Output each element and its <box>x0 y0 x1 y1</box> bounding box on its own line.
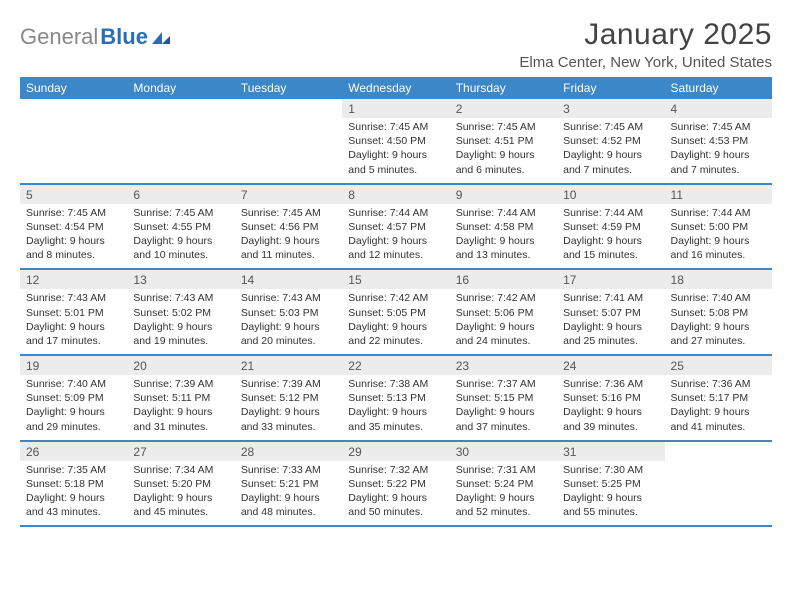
day-detail-cell: Sunrise: 7:44 AMSunset: 4:58 PMDaylight:… <box>450 204 557 270</box>
day-detail-cell: Sunrise: 7:40 AMSunset: 5:09 PMDaylight:… <box>20 375 127 441</box>
week-separator <box>20 526 772 527</box>
day-detail-cell: Sunrise: 7:45 AMSunset: 4:53 PMDaylight:… <box>665 118 772 184</box>
day-number-cell: 11 <box>665 185 772 204</box>
day-detail-cell: Sunrise: 7:30 AMSunset: 5:25 PMDaylight:… <box>557 461 664 527</box>
page-title: January 2025 <box>519 18 772 52</box>
week-2-details: Sunrise: 7:43 AMSunset: 5:01 PMDaylight:… <box>20 289 772 355</box>
day-header-wednesday: Wednesday <box>342 77 449 99</box>
day-number-cell: 7 <box>235 185 342 204</box>
day-number-cell: 14 <box>235 270 342 289</box>
day-number-cell: 22 <box>342 356 449 375</box>
week-0-daynums: 1234 <box>20 99 772 118</box>
day-detail-cell: Sunrise: 7:45 AMSunset: 4:52 PMDaylight:… <box>557 118 664 184</box>
logo: GeneralBlue <box>20 18 170 50</box>
logo-mark-icon <box>152 30 170 44</box>
page-subtitle: Elma Center, New York, United States <box>519 54 772 71</box>
week-2-daynums: 12131415161718 <box>20 270 772 289</box>
day-detail-cell <box>127 118 234 184</box>
day-number-cell: 17 <box>557 270 664 289</box>
day-number-cell: 29 <box>342 442 449 461</box>
day-number-cell: 8 <box>342 185 449 204</box>
week-4-daynums: 262728293031 <box>20 442 772 461</box>
day-detail-cell <box>665 461 772 527</box>
day-detail-cell: Sunrise: 7:41 AMSunset: 5:07 PMDaylight:… <box>557 289 664 355</box>
logo-text-gray: General <box>20 24 98 50</box>
day-number-cell: 6 <box>127 185 234 204</box>
day-number-cell: 3 <box>557 99 664 118</box>
day-header-friday: Friday <box>557 77 664 99</box>
day-number-cell: 4 <box>665 99 772 118</box>
week-3-details: Sunrise: 7:40 AMSunset: 5:09 PMDaylight:… <box>20 375 772 441</box>
day-detail-cell <box>20 118 127 184</box>
day-detail-cell: Sunrise: 7:38 AMSunset: 5:13 PMDaylight:… <box>342 375 449 441</box>
day-detail-cell: Sunrise: 7:40 AMSunset: 5:08 PMDaylight:… <box>665 289 772 355</box>
day-detail-cell: Sunrise: 7:44 AMSunset: 5:00 PMDaylight:… <box>665 204 772 270</box>
day-number-cell: 1 <box>342 99 449 118</box>
day-header-saturday: Saturday <box>665 77 772 99</box>
day-number-cell: 31 <box>557 442 664 461</box>
day-number-cell: 5 <box>20 185 127 204</box>
day-number-cell: 20 <box>127 356 234 375</box>
day-number-cell: 15 <box>342 270 449 289</box>
day-detail-cell: Sunrise: 7:45 AMSunset: 4:50 PMDaylight:… <box>342 118 449 184</box>
day-number-cell: 21 <box>235 356 342 375</box>
day-detail-cell: Sunrise: 7:31 AMSunset: 5:24 PMDaylight:… <box>450 461 557 527</box>
day-detail-cell: Sunrise: 7:36 AMSunset: 5:16 PMDaylight:… <box>557 375 664 441</box>
day-number-cell <box>20 99 127 118</box>
day-detail-cell: Sunrise: 7:39 AMSunset: 5:12 PMDaylight:… <box>235 375 342 441</box>
day-number-cell: 9 <box>450 185 557 204</box>
week-0-details: Sunrise: 7:45 AMSunset: 4:50 PMDaylight:… <box>20 118 772 184</box>
day-detail-cell: Sunrise: 7:43 AMSunset: 5:02 PMDaylight:… <box>127 289 234 355</box>
day-header-thursday: Thursday <box>450 77 557 99</box>
day-detail-cell: Sunrise: 7:35 AMSunset: 5:18 PMDaylight:… <box>20 461 127 527</box>
week-1-daynums: 567891011 <box>20 185 772 204</box>
day-number-cell <box>665 442 772 461</box>
day-detail-cell: Sunrise: 7:32 AMSunset: 5:22 PMDaylight:… <box>342 461 449 527</box>
day-number-cell: 27 <box>127 442 234 461</box>
day-detail-cell: Sunrise: 7:34 AMSunset: 5:20 PMDaylight:… <box>127 461 234 527</box>
calendar-grid: SundayMondayTuesdayWednesdayThursdayFrid… <box>20 77 772 527</box>
day-number-cell <box>235 99 342 118</box>
day-detail-cell: Sunrise: 7:42 AMSunset: 5:06 PMDaylight:… <box>450 289 557 355</box>
day-detail-cell: Sunrise: 7:45 AMSunset: 4:55 PMDaylight:… <box>127 204 234 270</box>
day-number-cell: 26 <box>20 442 127 461</box>
day-number-cell: 12 <box>20 270 127 289</box>
title-block: January 2025 Elma Center, New York, Unit… <box>519 18 772 71</box>
day-detail-cell <box>235 118 342 184</box>
logo-text-blue: Blue <box>100 24 148 50</box>
day-number-cell: 25 <box>665 356 772 375</box>
day-number-cell <box>127 99 234 118</box>
day-number-cell: 30 <box>450 442 557 461</box>
day-number-cell: 23 <box>450 356 557 375</box>
week-4-details: Sunrise: 7:35 AMSunset: 5:18 PMDaylight:… <box>20 461 772 527</box>
day-detail-cell: Sunrise: 7:43 AMSunset: 5:03 PMDaylight:… <box>235 289 342 355</box>
day-number-cell: 13 <box>127 270 234 289</box>
week-3-daynums: 19202122232425 <box>20 356 772 375</box>
day-detail-cell: Sunrise: 7:39 AMSunset: 5:11 PMDaylight:… <box>127 375 234 441</box>
day-detail-cell: Sunrise: 7:45 AMSunset: 4:56 PMDaylight:… <box>235 204 342 270</box>
day-detail-cell: Sunrise: 7:43 AMSunset: 5:01 PMDaylight:… <box>20 289 127 355</box>
day-number-cell: 28 <box>235 442 342 461</box>
day-header-monday: Monday <box>127 77 234 99</box>
day-number-cell: 2 <box>450 99 557 118</box>
day-detail-cell: Sunrise: 7:36 AMSunset: 5:17 PMDaylight:… <box>665 375 772 441</box>
day-header-row: SundayMondayTuesdayWednesdayThursdayFrid… <box>20 77 772 99</box>
day-number-cell: 10 <box>557 185 664 204</box>
day-detail-cell: Sunrise: 7:42 AMSunset: 5:05 PMDaylight:… <box>342 289 449 355</box>
day-number-cell: 18 <box>665 270 772 289</box>
day-number-cell: 24 <box>557 356 664 375</box>
day-header-tuesday: Tuesday <box>235 77 342 99</box>
day-header-sunday: Sunday <box>20 77 127 99</box>
week-1-details: Sunrise: 7:45 AMSunset: 4:54 PMDaylight:… <box>20 204 772 270</box>
day-detail-cell: Sunrise: 7:45 AMSunset: 4:51 PMDaylight:… <box>450 118 557 184</box>
day-detail-cell: Sunrise: 7:33 AMSunset: 5:21 PMDaylight:… <box>235 461 342 527</box>
day-detail-cell: Sunrise: 7:45 AMSunset: 4:54 PMDaylight:… <box>20 204 127 270</box>
day-detail-cell: Sunrise: 7:37 AMSunset: 5:15 PMDaylight:… <box>450 375 557 441</box>
day-detail-cell: Sunrise: 7:44 AMSunset: 4:57 PMDaylight:… <box>342 204 449 270</box>
day-number-cell: 19 <box>20 356 127 375</box>
header: GeneralBlue January 2025 Elma Center, Ne… <box>20 18 772 71</box>
day-detail-cell: Sunrise: 7:44 AMSunset: 4:59 PMDaylight:… <box>557 204 664 270</box>
day-number-cell: 16 <box>450 270 557 289</box>
